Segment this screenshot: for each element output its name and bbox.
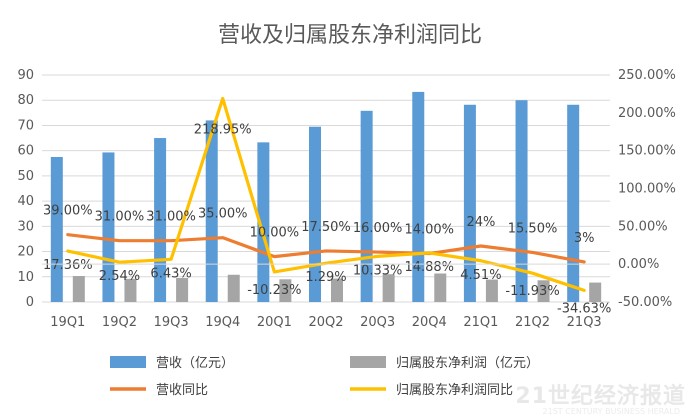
x-tick-label: 20Q2 <box>308 315 343 330</box>
right-axis-ticks: -50.00% 0.00% 50.00% 100.00% 150.00% 200.00% 2… <box>618 68 676 310</box>
x-tick-label: 20Q1 <box>257 315 292 330</box>
revenue-yoy-label: 31.00% <box>146 210 196 225</box>
revenue-yoy-label: 15.50% <box>508 221 558 236</box>
revenue-bar <box>412 91 425 302</box>
legend-swatch <box>350 356 386 368</box>
profit-yoy-label: -10.23% <box>247 283 301 298</box>
profit-yoy-label: 6.43% <box>150 266 191 281</box>
revenue-yoy-label: 39.00% <box>43 204 93 219</box>
profit-yoy-label: 218.95% <box>194 122 252 137</box>
left-axis-tick-label: 60 <box>17 144 34 159</box>
revenue-bar <box>309 126 321 302</box>
revenue-yoy-label: 35.00% <box>198 207 248 222</box>
x-tick-label: 19Q1 <box>50 315 85 330</box>
left-axis-tick-label: 50 <box>17 169 34 184</box>
left-axis-tick-label: 80 <box>17 93 34 108</box>
legend: 营收（亿元） 归属股东净利润（亿元） 营收同比 归属股东净利润同比 <box>110 356 539 398</box>
profit-bar <box>279 279 292 302</box>
x-tick-label: 21Q3 <box>567 315 602 330</box>
revenue-bar <box>567 104 580 302</box>
data-labels: 39.00% 31.00% 31.00% 35.00%10.00% 17.50% 16.0… <box>43 122 611 316</box>
revenue-yoy-label: 3% <box>574 231 595 246</box>
revenue-bar <box>463 104 476 302</box>
bar-series <box>50 91 602 303</box>
left-axis-tick-label: 0 <box>26 295 34 310</box>
line-series <box>66 96 586 292</box>
profit-bar <box>537 280 550 302</box>
left-axis-tick-label: 90 <box>17 68 34 83</box>
left-axis-ticks: 0 10 20 30 40 50 60 70 80 90 <box>17 68 34 310</box>
x-tick-label: 19Q2 <box>102 315 137 330</box>
x-tick-label: 21Q2 <box>515 315 550 330</box>
watermark-logo: 21世纪经济报道 <box>515 384 686 409</box>
revenue-bar <box>257 142 270 302</box>
profit-bar <box>382 274 395 302</box>
revenue-yoy-label: 10.00% <box>250 226 300 241</box>
revenue-yoy-label: 17.50% <box>301 220 351 235</box>
right-axis-tick-label: 150.00% <box>618 144 676 159</box>
x-tick-label: 21Q1 <box>463 315 498 330</box>
profit-bar <box>227 274 240 302</box>
right-axis-tick-label: 50.00% <box>618 219 668 234</box>
profit-bar <box>72 276 85 302</box>
revenue-yoy-line <box>66 233 586 264</box>
profit-yoy-label: 17.36% <box>43 258 93 273</box>
x-tick-label: 19Q4 <box>205 315 240 330</box>
profit-yoy-label: 1.29% <box>305 270 346 285</box>
profit-yoy-label: -34.63% <box>557 301 611 316</box>
right-axis-tick-label: 100.00% <box>618 182 676 197</box>
x-tick-label: 20Q4 <box>412 315 447 330</box>
watermark-subtext: 21ST CENTURY BUSINESS HERALD <box>542 407 680 416</box>
legend-label: 营收（亿元） <box>156 356 234 371</box>
revenue-bar <box>205 120 218 303</box>
right-axis-tick-label: 250.00% <box>618 68 676 83</box>
profit-bar <box>485 279 498 302</box>
profit-yoy-label: -11.93% <box>505 284 559 299</box>
gridlines <box>42 74 610 303</box>
x-tick-label: 20Q3 <box>360 315 395 330</box>
right-axis-tick-label: 0.00% <box>618 257 659 272</box>
revenue-yoy-label: 24% <box>466 215 495 230</box>
revenue-yoy-label: 16.00% <box>353 221 403 236</box>
profit-bar <box>176 278 189 302</box>
profit-bar <box>434 273 447 302</box>
revenue-bar <box>50 156 63 302</box>
profit-yoy-label: 14.88% <box>404 260 454 275</box>
revenue-yoy-label: 14.00% <box>404 223 454 238</box>
left-axis-tick-label: 20 <box>17 245 34 260</box>
legend-label: 归属股东净利润同比 <box>396 383 513 398</box>
profit-bar <box>331 278 343 302</box>
x-axis: 19Q1 19Q2 19Q3 19Q4 20Q1 20Q2 20Q3 20Q4 21Q1 21Q2… <box>42 263 610 330</box>
left-axis-tick-label: 40 <box>17 194 34 209</box>
legend-swatch <box>110 356 146 368</box>
legend-label: 营收同比 <box>156 383 208 398</box>
profit-yoy-label: 10.33% <box>353 263 403 278</box>
revenue-bar <box>360 110 373 302</box>
profit-yoy-label: 4.51% <box>460 268 501 283</box>
x-tick-label: 19Q3 <box>154 315 189 330</box>
legend-label: 归属股东净利润（亿元） <box>396 356 539 371</box>
revenue-yoy-label: 31.00% <box>95 210 145 225</box>
left-axis-tick-label: 70 <box>17 118 34 133</box>
right-axis-tick-label: 200.00% <box>618 106 676 121</box>
profit-bar <box>589 282 602 302</box>
profit-yoy-line <box>66 96 586 292</box>
left-axis-tick-label: 10 <box>17 270 34 285</box>
chart-title: 营收及归属股东净利润同比 <box>218 23 482 48</box>
profit-yoy-label: 2.54% <box>99 269 140 284</box>
profit-bar <box>124 278 137 302</box>
right-axis-tick-label: -50.00% <box>618 295 672 310</box>
left-axis-tick-label: 30 <box>17 219 34 234</box>
